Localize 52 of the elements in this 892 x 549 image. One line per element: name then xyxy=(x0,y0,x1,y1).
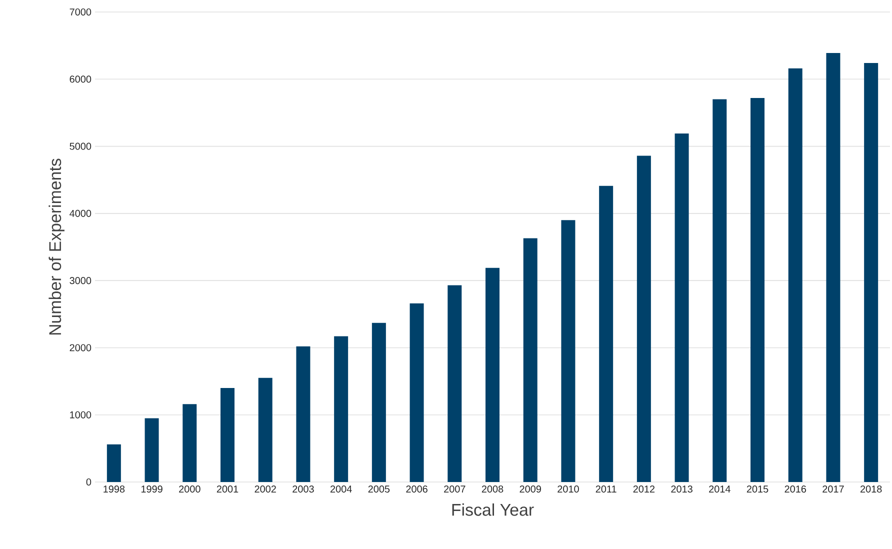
x-tick-label: 2015 xyxy=(746,486,768,493)
x-tick-label: 2006 xyxy=(406,486,428,493)
bar xyxy=(750,98,765,482)
bar xyxy=(486,268,500,482)
y-tick-label: 5000 xyxy=(70,142,92,150)
x-tick-label: 1998 xyxy=(104,486,125,493)
x-tick-label: 2017 xyxy=(822,486,844,493)
y-tick-label: 7000 xyxy=(70,8,92,16)
bar xyxy=(674,134,689,482)
x-tick-label: 2009 xyxy=(520,486,541,493)
x-tick-label: 2011 xyxy=(596,486,616,493)
y-tick-label: 6000 xyxy=(70,76,92,83)
bar xyxy=(788,68,802,482)
bar xyxy=(296,346,310,482)
bar xyxy=(410,303,424,482)
y-tick-label: 0 xyxy=(86,478,92,486)
x-tick-label: 2014 xyxy=(709,486,730,493)
bar xyxy=(448,285,462,482)
x-tick-label: 2001 xyxy=(216,486,238,493)
y-tick-label: 4000 xyxy=(70,210,92,217)
bar xyxy=(144,418,159,482)
x-tick-label: 2016 xyxy=(784,486,806,493)
bar xyxy=(334,336,348,482)
bar xyxy=(106,444,121,482)
bar xyxy=(561,220,576,482)
x-tick-label: 2008 xyxy=(482,486,504,493)
x-tick-label: 1999 xyxy=(141,486,162,493)
x-axis-title: Fiscal Year xyxy=(452,503,534,516)
bar xyxy=(372,322,386,482)
y-tick-label: 1000 xyxy=(70,411,92,418)
y-tick-label: 3000 xyxy=(70,277,92,284)
bar xyxy=(220,388,235,482)
x-tick-label: 2012 xyxy=(633,486,655,493)
y-tick-label: 2000 xyxy=(70,344,92,352)
bar xyxy=(712,99,727,482)
bar xyxy=(826,52,840,482)
x-tick-label: 2010 xyxy=(558,486,579,493)
bar xyxy=(523,238,538,482)
bar xyxy=(599,186,614,482)
x-tick-label: 2004 xyxy=(330,486,352,493)
x-tick-label: 2005 xyxy=(368,486,390,493)
x-tick-label: 2002 xyxy=(254,486,276,493)
x-tick-label: 2007 xyxy=(444,486,466,493)
bar xyxy=(258,378,272,482)
y-axis-title: Number of Experiments xyxy=(48,158,64,335)
bar xyxy=(182,404,197,482)
bar xyxy=(636,156,651,482)
x-tick-label: 2003 xyxy=(292,486,314,493)
x-tick-label: 2013 xyxy=(671,486,692,493)
x-tick-label: 2018 xyxy=(860,486,882,493)
x-tick-label: 2000 xyxy=(179,486,200,493)
bar xyxy=(864,63,878,482)
